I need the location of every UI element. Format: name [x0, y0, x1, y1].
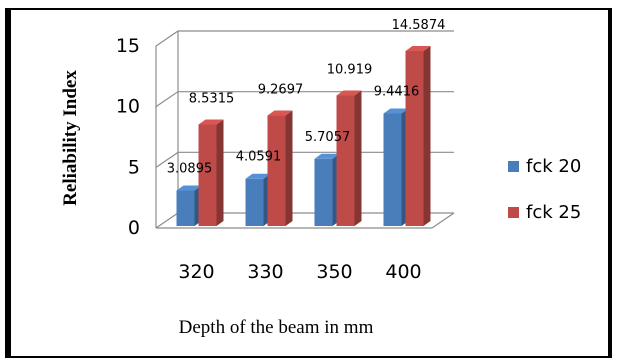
y-tick-label: 5: [128, 156, 140, 178]
bar-side: [354, 90, 362, 226]
data-label: 8.5315: [189, 91, 235, 106]
bar-front: [314, 158, 333, 226]
bar-side: [285, 110, 293, 226]
frame-border-right: [608, 8, 612, 358]
y-tick-label: 10: [116, 96, 140, 118]
frame-border-top: [5, 8, 612, 10]
x-tick-label: 330: [247, 261, 283, 283]
bar-front: [383, 113, 402, 226]
bar-fck-25-350: [336, 90, 362, 226]
legend-swatch: [508, 161, 519, 172]
bar-fck-20-350: [314, 153, 340, 226]
y-axis-label: Reliability Index: [60, 70, 81, 206]
bar-top: [314, 153, 340, 159]
bar-front: [176, 190, 195, 226]
bar-top: [336, 90, 362, 96]
x-tick-label: 350: [316, 261, 352, 283]
bar-fck-25-320: [198, 119, 224, 226]
legend: fck 20 fck 25: [508, 156, 581, 223]
x-tick-labels: 320 330 350 400: [178, 261, 421, 283]
bars: [176, 46, 431, 227]
gridlines: [155, 30, 455, 229]
y-tick-label: 15: [116, 35, 140, 57]
bar-top: [245, 173, 271, 179]
bar-side: [216, 119, 224, 226]
bar-fck-25-330: [267, 110, 293, 226]
frame-border-bottom: [5, 356, 612, 358]
bar-top: [176, 185, 202, 191]
bar-top: [383, 108, 409, 114]
bar-top: [267, 110, 293, 116]
data-labels: 3.0895 8.5315 4.0591 9.2697 5.7057 10.9199.44…: [167, 18, 446, 177]
legend-swatch: [508, 207, 519, 218]
x-tick-label: 320: [178, 261, 214, 283]
data-label: 10.919: [327, 63, 373, 78]
data-label: 5.7057: [305, 130, 351, 145]
floor-edge: [431, 212, 455, 229]
y-tick-labels: 0 5 10 15: [116, 35, 140, 239]
legend-label: fck 20: [526, 156, 581, 177]
bar-front: [245, 178, 264, 226]
bar-front: [267, 115, 286, 226]
x-axis-label: Depth of the beam in mm: [179, 317, 374, 338]
data-label: 9.4416: [374, 84, 420, 99]
data-label: 3.0895: [167, 162, 213, 177]
bar-top: [198, 119, 224, 125]
frame-border-left: [5, 8, 11, 358]
bar-fck-20-400: [383, 108, 409, 226]
data-label: 4.0591: [236, 150, 282, 165]
x-tick-label: 400: [385, 261, 421, 283]
bar-fck-20-330: [245, 173, 271, 226]
y-tick-label: 0: [128, 217, 140, 239]
bar-fck-20-320: [176, 185, 202, 226]
data-label: 9.2697: [258, 83, 304, 98]
bar-front: [198, 124, 217, 226]
bar-front: [336, 95, 355, 226]
data-label: 14.5874: [392, 18, 446, 33]
bar-side: [423, 46, 431, 227]
bar-front: [405, 51, 424, 227]
bar-top: [405, 46, 431, 52]
legend-label: fck 25: [526, 202, 581, 223]
bar-fck-25-400: [405, 46, 431, 227]
gridline: [155, 30, 454, 47]
